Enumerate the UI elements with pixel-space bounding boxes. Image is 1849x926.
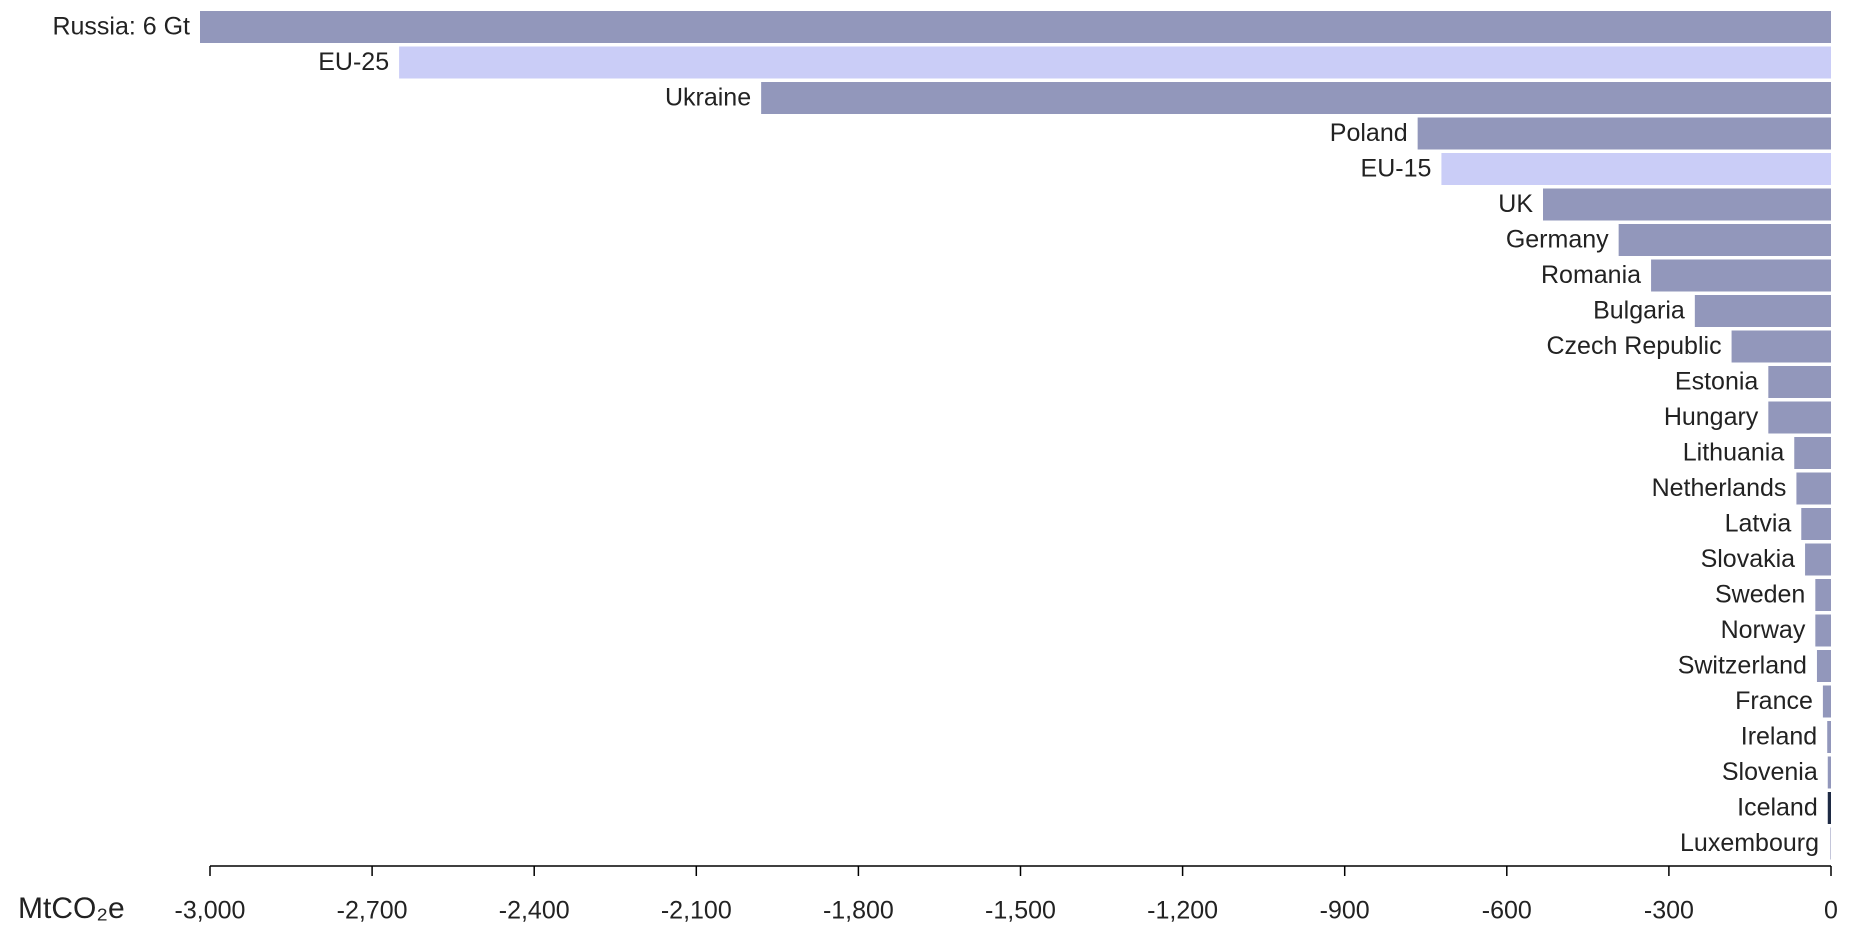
bars bbox=[200, 11, 1831, 860]
category-label: Russia: 6 Gt bbox=[52, 13, 190, 41]
x-tick-label: -600 bbox=[1482, 897, 1532, 925]
x-tick-label: -1,200 bbox=[1147, 897, 1218, 925]
category-label: UK bbox=[1498, 190, 1533, 218]
category-label: Romania bbox=[1541, 261, 1641, 289]
category-label: Slovenia bbox=[1722, 758, 1818, 786]
bar bbox=[1827, 756, 1831, 789]
bar bbox=[1417, 117, 1831, 150]
x-tick-label: -3,000 bbox=[175, 897, 246, 925]
x-tick-label: -2,100 bbox=[661, 897, 732, 925]
category-label: Czech Republic bbox=[1546, 332, 1721, 360]
bar bbox=[1830, 827, 1831, 860]
category-label: Lithuania bbox=[1683, 439, 1785, 467]
bar bbox=[1816, 650, 1831, 682]
bar bbox=[1794, 437, 1831, 469]
x-tick-label: 0 bbox=[1824, 897, 1838, 925]
category-label: Latvia bbox=[1725, 510, 1792, 538]
x-tick-label: -2,400 bbox=[499, 897, 570, 925]
category-label: Ukraine bbox=[665, 84, 751, 112]
category-label: Norway bbox=[1721, 616, 1806, 644]
x-tick-label: -1,500 bbox=[985, 897, 1056, 925]
category-label: Switzerland bbox=[1678, 652, 1807, 680]
category-label: Poland bbox=[1330, 119, 1408, 147]
bar bbox=[1815, 614, 1831, 647]
x-tick-label: -1,800 bbox=[823, 897, 894, 925]
bar bbox=[1815, 579, 1831, 611]
bar bbox=[200, 11, 1831, 43]
category-label: Iceland bbox=[1737, 794, 1818, 822]
category-label: Hungary bbox=[1664, 403, 1759, 431]
category-label: Luxembourg bbox=[1680, 829, 1819, 857]
x-tick-label: -900 bbox=[1320, 897, 1370, 925]
bar bbox=[1618, 224, 1831, 256]
x-tick-label: -300 bbox=[1644, 897, 1694, 925]
bar bbox=[1651, 259, 1831, 292]
bar bbox=[1543, 188, 1831, 221]
x-tick-label: -2,700 bbox=[337, 897, 408, 925]
bar bbox=[1827, 792, 1831, 824]
bar bbox=[1827, 721, 1831, 753]
category-label: France bbox=[1735, 687, 1813, 715]
category-label: Netherlands bbox=[1652, 474, 1787, 502]
category-label: Germany bbox=[1506, 226, 1609, 254]
category-label: Sweden bbox=[1715, 581, 1805, 609]
bar bbox=[399, 46, 1831, 79]
bar bbox=[1731, 330, 1831, 363]
category-label: EU-15 bbox=[1361, 155, 1432, 183]
bar bbox=[1801, 508, 1831, 540]
x-axis-label: MtCO₂e bbox=[18, 892, 125, 925]
bar bbox=[1441, 153, 1831, 185]
bar bbox=[1822, 685, 1831, 718]
category-label: Ireland bbox=[1741, 723, 1817, 751]
category-label: Estonia bbox=[1675, 368, 1758, 396]
bar bbox=[1694, 295, 1831, 327]
category-label: Slovakia bbox=[1701, 545, 1796, 573]
bar bbox=[1768, 366, 1831, 398]
bar bbox=[761, 82, 1831, 114]
bar bbox=[1805, 543, 1831, 576]
bar bbox=[1796, 472, 1831, 505]
bar bbox=[1768, 401, 1831, 434]
category-label: EU-25 bbox=[318, 48, 389, 76]
category-label: Bulgaria bbox=[1593, 297, 1685, 325]
